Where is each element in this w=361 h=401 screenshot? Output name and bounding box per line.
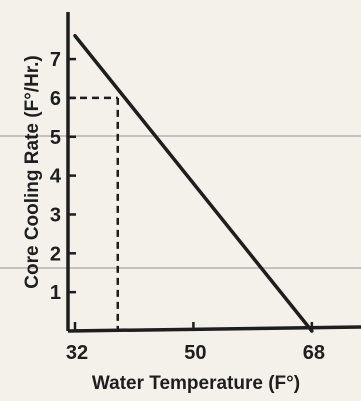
chart-marks: [68, 34, 314, 333]
x-tick-label-50: 50: [184, 342, 206, 364]
y-tick-label-3: 3: [50, 204, 61, 226]
y-tick-label-6: 6: [50, 88, 61, 110]
x-tick-label-32: 32: [66, 342, 88, 364]
y-tick-label-4: 4: [50, 166, 62, 188]
y-tick-label-2: 2: [50, 243, 61, 265]
chart-axes: [66, 12, 361, 333]
scan-rule-lines: [0, 135, 361, 269]
series-line-1: [73, 34, 314, 333]
x-axis-ticks: 32 50 68: [66, 322, 325, 364]
y-tick-label-7: 7: [50, 49, 61, 71]
y-tick-label-5: 5: [50, 127, 61, 149]
x-axis-label: Water Temperature (F°): [92, 373, 300, 394]
y-axis-label: Core Cooling Rate (F°/Hr.): [22, 55, 43, 289]
y-tick-label-1: 1: [50, 282, 61, 304]
y-axis-ticks: 1 2 3 4 5 6 7: [50, 49, 76, 304]
x-axis-line: [67, 325, 361, 333]
x-tick-label-68: 68: [303, 342, 325, 364]
